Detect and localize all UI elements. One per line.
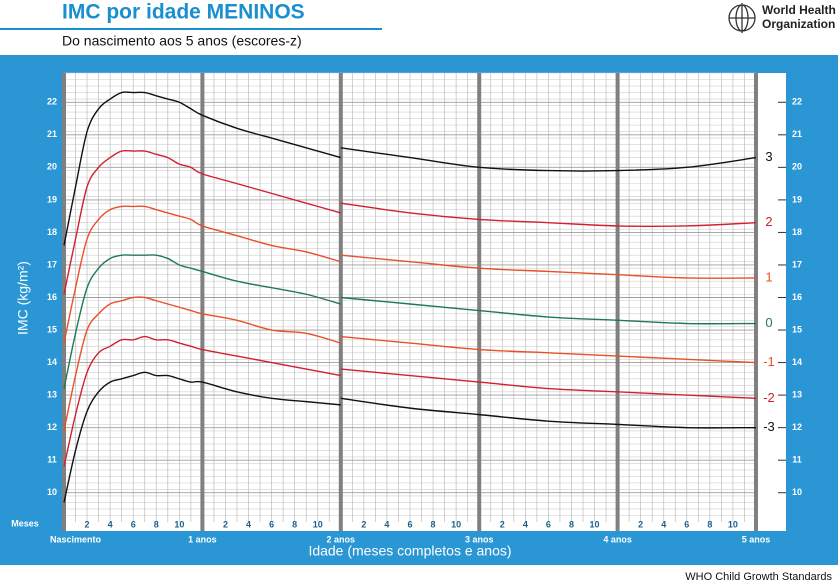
y-tick-label: 18 xyxy=(47,227,57,237)
x-tick-label: 2 xyxy=(638,519,643,529)
x-tick-label: 6 xyxy=(131,519,136,529)
logo-text: World Health xyxy=(762,3,836,17)
y-tick-label: 16 xyxy=(47,292,57,302)
chart-subtitle: Do nascimento aos 5 anos (escores-z) xyxy=(62,33,302,49)
y-tick-label: 13 xyxy=(792,389,802,399)
y-tick-label: 14 xyxy=(47,357,57,367)
y-tick-label: 13 xyxy=(47,389,57,399)
x-axis-label: Idade (meses completos e anos) xyxy=(308,543,511,559)
legend-label: 2 xyxy=(765,214,772,229)
y-tick-label: 21 xyxy=(47,129,57,139)
y-tick-label: 20 xyxy=(792,162,802,172)
y-axis-label: IMC (kg/m²) xyxy=(15,261,31,335)
y-tick-label: 11 xyxy=(47,455,57,465)
x-year-label: 1 anos xyxy=(188,534,217,544)
x-tick-label: 6 xyxy=(269,519,274,529)
x-year-label: 4 anos xyxy=(603,534,632,544)
x-tick-label: 4 xyxy=(246,519,251,529)
footer-band xyxy=(0,565,838,585)
chart-title: IMC por idade MENINOS xyxy=(62,1,305,24)
x-year-label: 5 anos xyxy=(742,534,771,544)
x-year-label: Nascimento xyxy=(50,534,102,544)
y-tick-label: 19 xyxy=(792,194,802,204)
x-tick-label: 10 xyxy=(451,519,461,529)
legend-label: -1 xyxy=(763,354,775,369)
y-tick-label: 16 xyxy=(792,292,802,302)
x-tick-label: 10 xyxy=(590,519,600,529)
y-tick-label: 10 xyxy=(47,487,57,497)
z-score-line xyxy=(63,296,757,432)
x-tick-label: 4 xyxy=(523,519,528,529)
z-score-line xyxy=(63,91,757,246)
z-score-line xyxy=(63,335,757,467)
y-tick-label: 20 xyxy=(47,162,57,172)
y-tick-label: 11 xyxy=(792,455,802,465)
x-tick-label: 10 xyxy=(728,519,738,529)
y-tick-label: 10 xyxy=(792,487,802,497)
y-tick-label: 18 xyxy=(792,227,802,237)
plot-area xyxy=(62,73,786,531)
x-tick-label: 10 xyxy=(313,519,323,529)
x-tick-label: 6 xyxy=(684,519,689,529)
x-tick-label: 8 xyxy=(569,519,574,529)
legend-label: 0 xyxy=(765,315,772,330)
legend-label: 1 xyxy=(765,269,772,284)
x-tick-label: 8 xyxy=(292,519,297,529)
x-tick-label: 6 xyxy=(546,519,551,529)
y-tick-label: 22 xyxy=(47,97,57,107)
logo-text: Organization xyxy=(762,17,835,31)
x-tick-label: 4 xyxy=(661,519,666,529)
x-year-label: 3 anos xyxy=(465,534,494,544)
z-score-line xyxy=(63,149,757,295)
x-tick-label: 2 xyxy=(500,519,505,529)
x-tick-label: 2 xyxy=(361,519,366,529)
x-tick-label: 6 xyxy=(407,519,412,529)
grid xyxy=(62,72,786,531)
z-score-line xyxy=(63,254,757,389)
legend-label: 3 xyxy=(765,149,772,164)
x-tick-label: 4 xyxy=(384,519,389,529)
z-score-line xyxy=(63,205,757,344)
who-emblem xyxy=(728,3,756,33)
z-score-line xyxy=(63,371,757,503)
y-tick-label: 15 xyxy=(792,324,802,334)
y-tick-label: 14 xyxy=(792,357,802,367)
y-tick-label: 21 xyxy=(792,129,802,139)
y-tick-label: 17 xyxy=(792,259,802,269)
legend-label: -2 xyxy=(763,390,775,405)
x-tick-label: 4 xyxy=(108,519,113,529)
x-tick-label: 2 xyxy=(223,519,228,529)
legend-label: -3 xyxy=(763,419,775,434)
x-tick-label: 10 xyxy=(174,519,184,529)
y-tick-label: 19 xyxy=(47,194,57,204)
y-tick-label: 12 xyxy=(47,422,57,432)
x-tick-label: 8 xyxy=(154,519,159,529)
x-tick-label: 8 xyxy=(431,519,436,529)
x-year-label: 2 anos xyxy=(327,534,356,544)
footer: WHO Child Growth Standards xyxy=(685,571,832,583)
x-unit-label: Meses xyxy=(11,518,39,528)
y-tick-label: 17 xyxy=(47,259,57,269)
series-lines xyxy=(63,91,757,503)
y-tick-label: 22 xyxy=(792,97,802,107)
x-tick-label: 2 xyxy=(85,519,90,529)
x-tick-label: 8 xyxy=(707,519,712,529)
y-tick-label: 15 xyxy=(47,324,57,334)
y-tick-label: 12 xyxy=(792,422,802,432)
